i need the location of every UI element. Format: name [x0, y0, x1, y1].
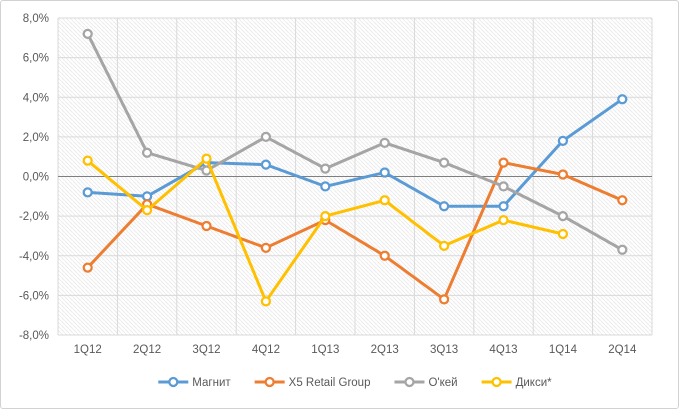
y-axis-label: -8,0%: [19, 330, 49, 342]
series-marker-2: [438, 157, 450, 168]
x-axis-label: 4Q12: [252, 344, 280, 356]
legend-item-0: Магнит: [158, 376, 231, 389]
series-marker-2: [82, 28, 93, 39]
series-marker-3: [498, 214, 509, 226]
series-marker-0: [82, 187, 93, 198]
x-axis-label: 4Q13: [489, 344, 517, 356]
series-marker-0: [617, 94, 628, 105]
y-axis-label: 8,0%: [23, 13, 49, 25]
series-marker-3: [557, 228, 569, 240]
y-axis-label: 4,0%: [23, 92, 49, 104]
series-marker-2: [260, 131, 272, 142]
legend-item-3: Дикси*: [481, 376, 553, 389]
legend-label: О'кей: [428, 377, 457, 389]
y-axis-label: -6,0%: [19, 290, 49, 302]
series-line-2: [86, 32, 624, 252]
series-marker-3: [379, 195, 390, 206]
series-marker-1: [438, 294, 450, 305]
chart-legend: Магнит X5 Retail Group О'кей Дикси*: [158, 376, 553, 389]
series-marker-0: [320, 181, 331, 192]
legend-marker-icon: [168, 376, 179, 388]
x-axis-label: 1Q14: [549, 344, 578, 356]
series-marker-1: [379, 250, 390, 261]
series-marker-2: [320, 163, 331, 174]
x-axis-label: 2Q12: [133, 344, 161, 356]
legend-label: Дикси*: [516, 377, 553, 389]
series-marker-3: [201, 153, 212, 164]
series-marker-0: [260, 159, 272, 170]
series-marker-1: [82, 262, 93, 273]
legend-marker-icon: [404, 376, 415, 388]
y-axis-label: 0,0%: [23, 172, 49, 184]
series-marker-3: [141, 205, 153, 216]
series-marker-2: [498, 181, 509, 192]
y-axis-label: -4,0%: [19, 251, 49, 263]
legend-item-2: О'кей: [394, 376, 458, 389]
series-marker-1: [617, 195, 628, 206]
legend-marker-icon: [491, 376, 502, 388]
series-line-1: [86, 161, 624, 301]
series-marker-0: [438, 201, 450, 212]
x-axis-label: 1Q13: [311, 344, 339, 356]
x-axis-label: 2Q14: [608, 344, 637, 356]
series-marker-1: [201, 220, 212, 232]
series-marker-2: [379, 137, 390, 148]
legend-label: X5 Retail Group: [289, 377, 371, 389]
series-marker-2: [557, 211, 569, 222]
series-marker-3: [260, 296, 272, 307]
series-marker-1: [260, 242, 272, 253]
series-marker-1: [498, 157, 509, 168]
x-axis-label: 3Q13: [430, 344, 458, 356]
x-axis-label: 2Q13: [371, 344, 399, 356]
series-marker-2: [617, 244, 628, 255]
series-line-0: [86, 97, 624, 208]
x-axis-label: 3Q12: [192, 344, 220, 356]
y-axis-label: -2,0%: [19, 211, 49, 223]
series-marker-0: [498, 201, 509, 212]
y-axis-label: 2,0%: [23, 132, 49, 144]
series-marker-1: [557, 169, 569, 180]
series-marker-0: [379, 167, 390, 178]
series-marker-3: [320, 211, 331, 222]
legend-label: Магнит: [192, 377, 231, 389]
x-axis-label: 1Q12: [74, 344, 102, 356]
legend-marker-icon: [264, 376, 275, 388]
series-marker-3: [438, 240, 450, 251]
legend-item-1: X5 Retail Group: [254, 376, 371, 389]
y-axis-label: 6,0%: [23, 53, 49, 65]
series-marker-3: [82, 155, 93, 166]
series-marker-0: [557, 135, 569, 146]
series-marker-2: [141, 147, 153, 158]
